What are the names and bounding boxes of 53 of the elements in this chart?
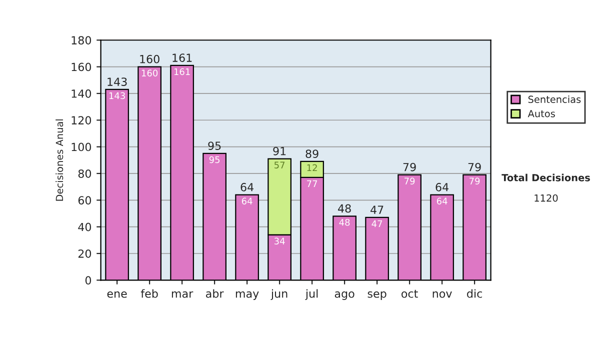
total-label: 79 xyxy=(403,162,416,172)
data-label: 47 xyxy=(372,220,382,228)
data-label: 48 xyxy=(339,218,350,226)
total-label: 91 xyxy=(273,146,286,156)
data-label: 12 xyxy=(307,164,317,171)
x-tick-label: jun xyxy=(270,289,288,300)
data-label: 160 xyxy=(142,70,158,76)
x-tick-label: ago xyxy=(334,291,354,300)
text: 1120 xyxy=(534,194,558,202)
x-tick-label: ene xyxy=(107,291,127,298)
y-tick-label: 60 xyxy=(78,196,92,205)
total-label: 48 xyxy=(338,204,351,213)
legend-label: Autos xyxy=(528,110,555,118)
y-axis-title: Decisiones Anual xyxy=(56,119,64,201)
y-tick-label: 140 xyxy=(72,89,92,98)
x-tick-label: sep xyxy=(368,291,386,300)
legend-label: Sentencias xyxy=(528,95,581,104)
y-tick-label: 160 xyxy=(72,62,92,72)
y-tick-label: 100 xyxy=(72,142,92,152)
x-tick-label: dic xyxy=(467,289,482,298)
x-tick-label: nov xyxy=(432,291,452,298)
total-label: 160 xyxy=(140,54,160,64)
total-label: 64 xyxy=(436,182,448,192)
x-tick-label: abr xyxy=(206,289,224,298)
data-label: 79 xyxy=(404,178,415,184)
data-label: 57 xyxy=(274,162,285,168)
x-tick-label: feb xyxy=(140,289,158,298)
x-tick-label: mar xyxy=(172,291,194,298)
x-tick-label: may xyxy=(236,291,259,300)
y-tick-label: 40 xyxy=(78,222,92,232)
data-label: 77 xyxy=(307,180,318,188)
data-label: 79 xyxy=(470,178,480,184)
total-label: 89 xyxy=(306,150,318,158)
y-tick-label: 120 xyxy=(72,116,92,125)
y-tick-label: 80 xyxy=(78,169,92,178)
y-tick-label: 20 xyxy=(78,249,92,258)
y-tick-label: 180 xyxy=(72,36,92,44)
data-label: 64 xyxy=(436,198,448,204)
data-label: 161 xyxy=(174,68,190,76)
data-label: 143 xyxy=(109,92,125,100)
total-label: 161 xyxy=(172,54,192,62)
data-label: 95 xyxy=(209,156,220,164)
total-label: 79 xyxy=(468,162,481,172)
total-label: 64 xyxy=(240,182,254,192)
y-tick-label: 0 xyxy=(85,276,92,285)
data-label: 34 xyxy=(274,238,285,244)
total-label: 95 xyxy=(208,142,221,150)
text: Total Decisiones xyxy=(502,174,590,182)
data-label: 64 xyxy=(242,198,252,204)
total-label: 143 xyxy=(108,78,127,86)
x-tick-label: oct xyxy=(402,290,418,298)
x-tick-label: jul xyxy=(305,289,318,300)
total-label: 47 xyxy=(370,206,384,214)
